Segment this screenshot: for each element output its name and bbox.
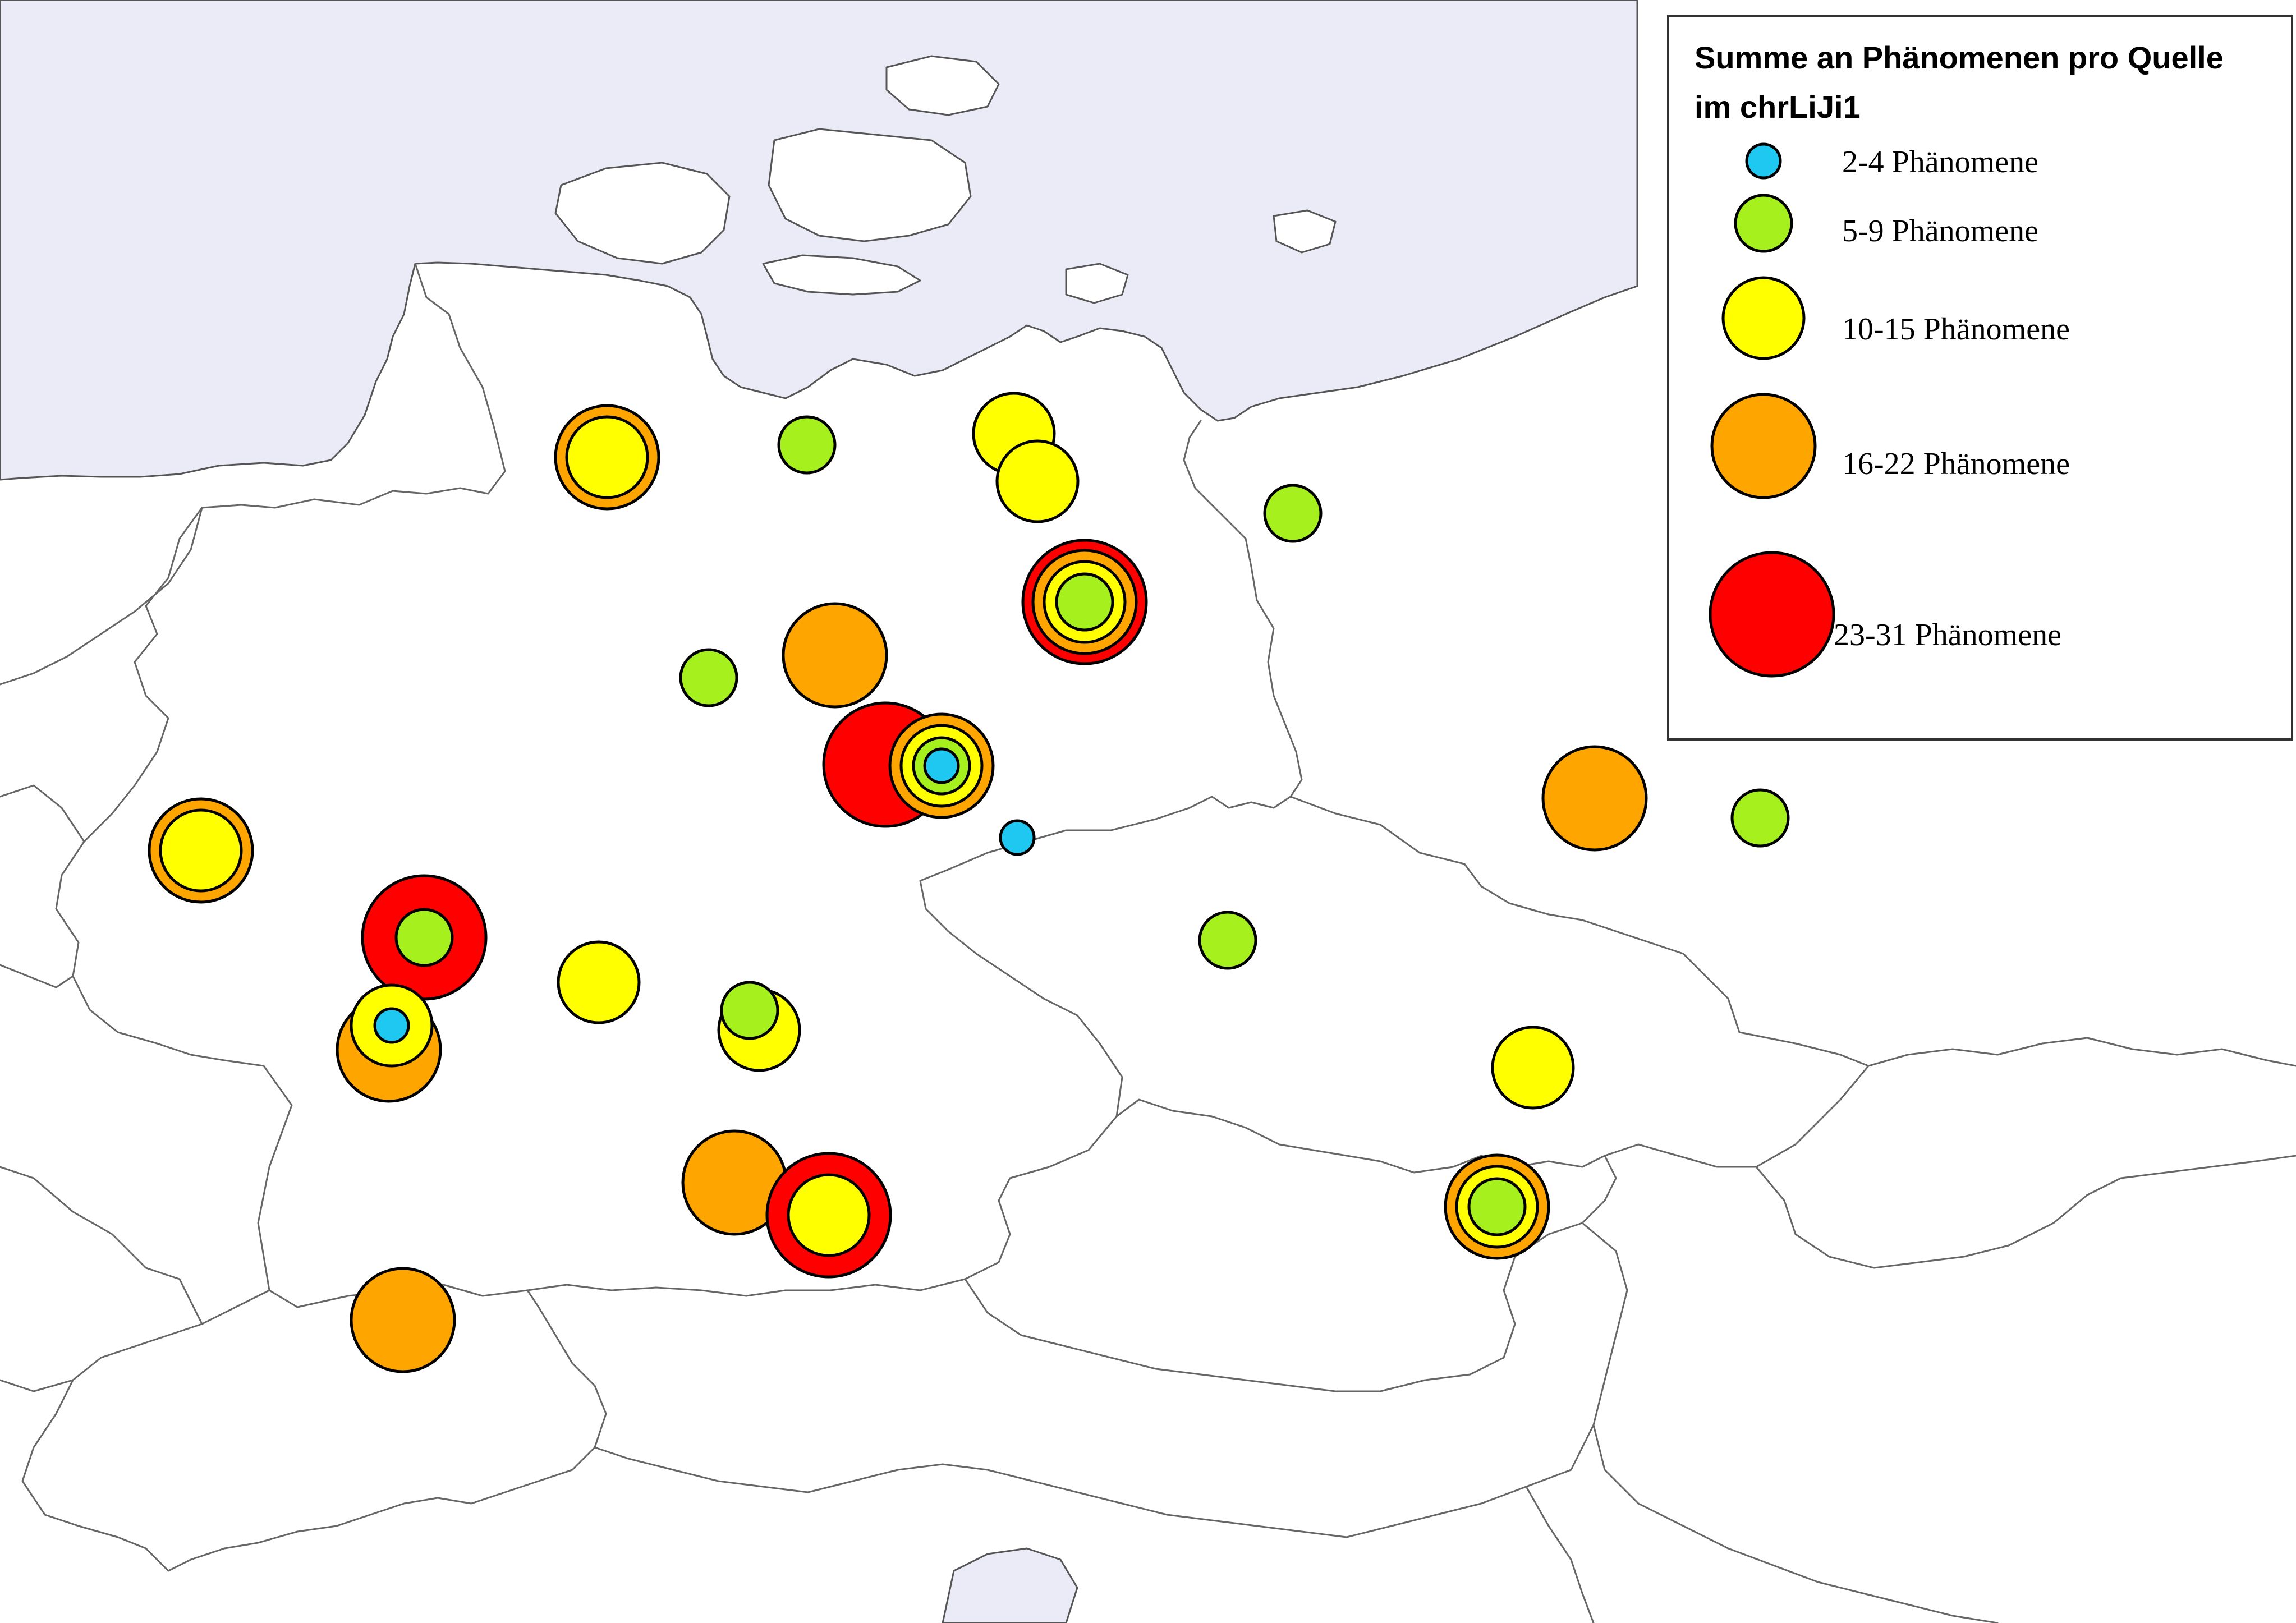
legend-label: 2-4 Phänomene (1842, 145, 2038, 180)
site-symbol (554, 404, 660, 511)
border-hungary (1581, 1222, 1999, 1623)
legend-symbol (1745, 142, 1782, 180)
legend-label: 5-9 Phänomene (1842, 214, 2038, 249)
symbol-5-9 (1467, 1177, 1527, 1236)
legend-label: 23-31 Phänomene (1834, 618, 2061, 652)
symbol-5-9 (1730, 788, 1790, 848)
symbol-16-22 (1541, 745, 1648, 852)
legend-symbol (1734, 194, 1793, 253)
legend-label: 10-15 Phänomene (1842, 312, 2070, 347)
symbol-5-9 (1263, 484, 1323, 543)
legend-symbol (1709, 551, 1835, 678)
legend: Summe an Phänomenen pro Quelle im chrLiJ… (1667, 15, 2293, 741)
symbol-16-22 (782, 602, 888, 709)
border-germany (55, 263, 1303, 1308)
symbol-5-9 (394, 908, 454, 967)
symbol-10-15 (159, 808, 243, 893)
border-slovakia (1755, 1155, 2296, 1269)
legend-title: Summe an Phänomenen pro Quelle (1695, 40, 2224, 75)
island (1065, 263, 1129, 304)
border-switzerland (21, 1289, 607, 1572)
symbol-5-9 (777, 415, 837, 475)
symbol-5-9 (720, 981, 779, 1040)
border-italy (594, 1424, 1595, 1538)
symbol-2-4 (923, 747, 960, 784)
site-symbol (148, 797, 254, 904)
symbol-16-22 (350, 1267, 456, 1373)
symbol-10-15 (995, 439, 1080, 523)
symbol-10-15 (565, 415, 649, 499)
symbol-2-4 (999, 819, 1036, 856)
symbol-5-9 (1055, 572, 1114, 632)
legend-entry: 23-31 Phänomene (1709, 551, 2061, 678)
symbols (148, 392, 1790, 1373)
legend-entry: 10-15 Phänomene (1721, 276, 2070, 360)
island (1273, 209, 1337, 254)
symbol-2-4 (373, 1007, 410, 1044)
border-slovenia (1525, 1486, 1595, 1623)
legend-entry: 2-4 Phänomene (1745, 142, 2038, 180)
symbol-5-9 (1198, 911, 1257, 970)
symbol-10-15 (557, 940, 641, 1024)
site-symbol (888, 712, 995, 819)
sea (0, 0, 1638, 481)
symbol-5-9 (679, 648, 738, 707)
border-austria (964, 1155, 1617, 1392)
legend-subtitle: im chrLiJi1 (1695, 89, 1861, 125)
symbol-10-15 (787, 1173, 871, 1257)
symbol-10-15 (1491, 1026, 1575, 1110)
site-symbol (350, 983, 434, 1068)
legend-entry: 16-22 Phänomene (1710, 393, 2070, 499)
site-symbol (361, 874, 488, 1001)
legend-symbol (1710, 393, 1817, 499)
border-czechia (1115, 796, 1870, 1174)
border-france (0, 784, 203, 1392)
island (768, 128, 972, 242)
island (554, 162, 731, 265)
legend-entry: 5-9 Phänomene (1734, 194, 2038, 253)
border-poland (1867, 1037, 2296, 1067)
legend-symbol (1721, 276, 1806, 360)
site-symbol (765, 1152, 892, 1279)
site-symbol (1444, 1153, 1550, 1260)
island (762, 254, 921, 296)
site-symbol (1021, 539, 1148, 665)
legend-label: 16-22 Phänomene (1842, 447, 2070, 481)
lake (942, 1547, 1078, 1623)
border-netherlands (0, 507, 203, 686)
island (885, 55, 1000, 116)
